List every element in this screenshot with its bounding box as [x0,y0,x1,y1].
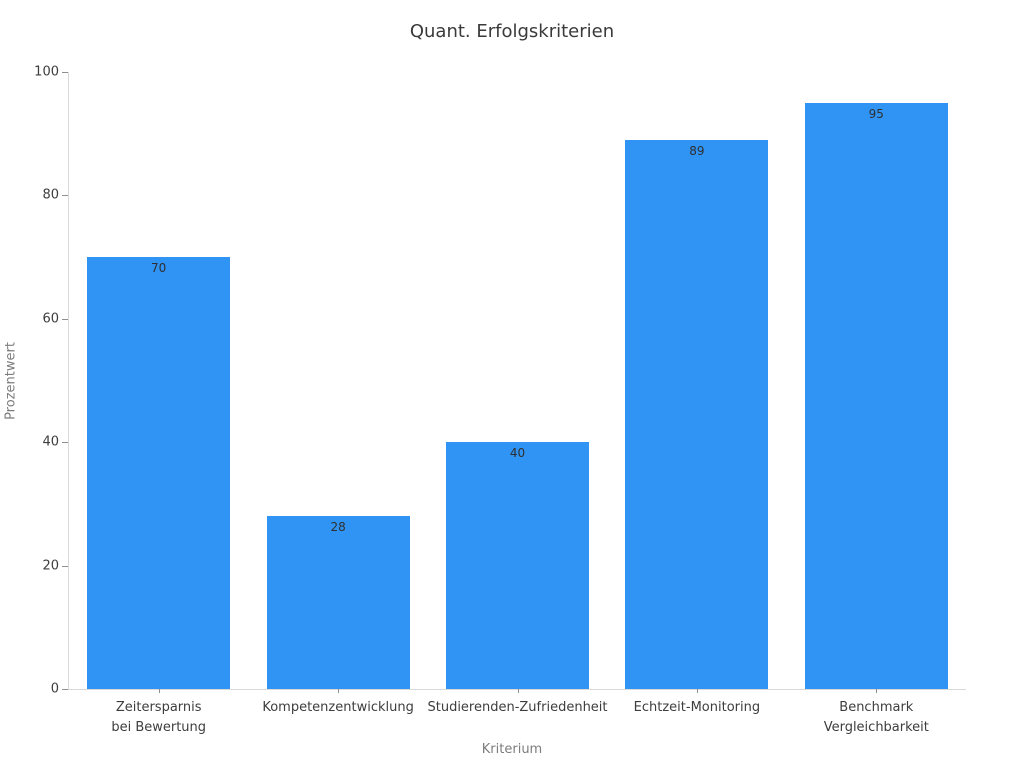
y-tick-mark [62,689,68,690]
bar-slot: 95 [787,72,966,689]
bar-slot: 40 [428,72,607,689]
x-category-label: Echtzeit-Monitoring [633,700,761,715]
x-category-label: Benchmark Vergleichbarkeit [823,700,929,735]
bar-value-label: 70 [151,261,167,276]
y-tick-mark [62,318,68,320]
bar-value-label: 89 [689,143,705,158]
y-tick-label: 80 [42,187,59,203]
bar-value-label: 95 [868,106,884,121]
plot-area: 0 20 40 60 80 100 70 28 40 89 95 Zeitersparnis bei … [34,65,966,735]
x-category-label: Zeitersparnis bei Bewertung [111,700,207,735]
x-tick-mark [158,689,160,693]
x-tick-mark [876,689,878,693]
y-tick-label: 20 [42,558,59,574]
y-tick-mark [62,565,68,567]
y-tick-mark [62,195,68,197]
y-tick-label: 100 [34,64,59,80]
bar-slot: 89 [607,72,786,689]
bar: 89 [625,139,769,689]
bar: 70 [87,257,231,689]
bar-value-label: 40 [509,446,526,461]
y-axis-title: Prozentwert [3,342,19,420]
y-tick-label: 0 [50,681,59,697]
bar-slot: 70 [69,72,248,689]
chart-title: Quant. Erfolgskriterien [409,21,615,42]
bar-series: 70 28 40 89 95 [69,72,966,689]
bar: 95 [804,102,948,689]
bar-slot: 28 [248,72,427,689]
y-tick-label: 40 [42,434,59,450]
x-axis-title: Kriterium [481,742,543,757]
y-tick-mark [62,442,68,444]
x-tick-mark [338,689,340,693]
x-tick-mark [696,689,698,693]
x-tick-mark [517,689,519,693]
x-category-label: Kompetenzentwicklung [262,700,414,715]
y-tick-label: 60 [42,311,59,327]
x-category-label: Studierenden-Zufriedenheit [427,700,608,715]
bar: 40 [446,442,589,689]
y-tick-mark [62,72,68,73]
bar-value-label: 28 [330,520,346,535]
bar: 28 [266,516,410,689]
